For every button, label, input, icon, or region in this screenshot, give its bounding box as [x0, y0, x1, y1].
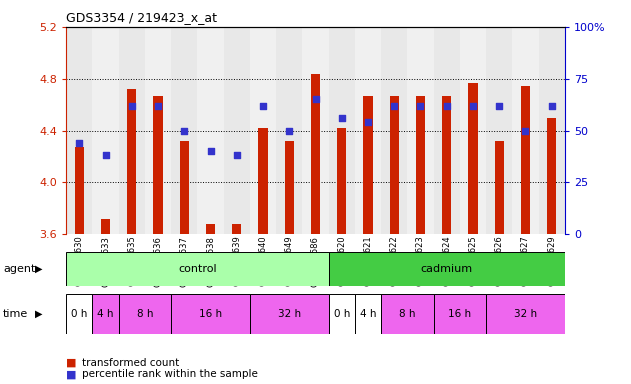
Point — [179, 127, 189, 134]
Point — [415, 103, 425, 109]
Point — [546, 103, 557, 109]
Text: percentile rank within the sample: percentile rank within the sample — [82, 369, 258, 379]
Bar — [93, 294, 119, 334]
Bar — [329, 252, 565, 286]
Point — [206, 148, 216, 154]
Bar — [460, 27, 486, 234]
Bar — [329, 294, 355, 334]
Point — [258, 103, 268, 109]
Bar — [66, 27, 93, 234]
Bar — [232, 224, 242, 234]
Bar — [538, 27, 565, 234]
Text: 4 h: 4 h — [360, 309, 376, 319]
Point — [284, 127, 294, 134]
Bar — [101, 218, 110, 234]
Text: ▶: ▶ — [35, 309, 43, 319]
Point — [468, 103, 478, 109]
Bar — [512, 27, 538, 234]
Bar — [250, 27, 276, 234]
Bar — [433, 294, 486, 334]
Bar — [198, 27, 223, 234]
Bar — [153, 96, 163, 234]
Bar — [285, 141, 294, 234]
Bar — [119, 27, 145, 234]
Bar — [547, 118, 556, 234]
Text: control: control — [178, 264, 217, 274]
Text: cadmium: cadmium — [421, 264, 473, 274]
Bar — [408, 27, 433, 234]
Bar — [259, 128, 268, 234]
Bar — [75, 147, 84, 234]
Bar — [486, 294, 565, 334]
Text: GDS3354 / 219423_x_at: GDS3354 / 219423_x_at — [66, 11, 217, 24]
Bar — [381, 27, 408, 234]
Text: ■: ■ — [66, 369, 77, 379]
Text: 16 h: 16 h — [448, 309, 471, 319]
Bar — [363, 96, 372, 234]
Text: 0 h: 0 h — [71, 309, 88, 319]
Text: 16 h: 16 h — [199, 309, 222, 319]
Text: 8 h: 8 h — [137, 309, 153, 319]
Bar — [486, 27, 512, 234]
Point — [100, 152, 110, 159]
Bar — [171, 294, 250, 334]
Bar — [66, 294, 93, 334]
Bar — [276, 27, 302, 234]
Text: 0 h: 0 h — [334, 309, 350, 319]
Bar — [171, 27, 198, 234]
Point — [442, 103, 452, 109]
Text: 8 h: 8 h — [399, 309, 416, 319]
Bar — [145, 27, 171, 234]
Bar — [433, 27, 460, 234]
Text: 4 h: 4 h — [97, 309, 114, 319]
Bar — [329, 27, 355, 234]
Bar — [468, 83, 478, 234]
Bar — [521, 86, 530, 234]
Point — [363, 119, 373, 125]
Bar — [223, 27, 250, 234]
Bar — [127, 89, 136, 234]
Text: time: time — [3, 309, 28, 319]
Point — [494, 103, 504, 109]
Bar — [442, 96, 451, 234]
Bar — [311, 73, 320, 234]
Bar — [389, 96, 399, 234]
Point — [310, 96, 321, 103]
Bar — [381, 294, 433, 334]
Bar — [119, 294, 171, 334]
Text: ▶: ▶ — [35, 264, 43, 274]
Point — [153, 103, 163, 109]
Bar — [416, 96, 425, 234]
Point — [74, 140, 85, 146]
Bar — [355, 294, 381, 334]
Text: agent: agent — [3, 264, 35, 274]
Text: 32 h: 32 h — [514, 309, 537, 319]
Point — [337, 115, 347, 121]
Point — [389, 103, 399, 109]
Text: ■: ■ — [66, 358, 77, 368]
Bar — [206, 224, 215, 234]
Point — [127, 103, 137, 109]
Bar — [495, 141, 504, 234]
Bar — [355, 27, 381, 234]
Bar — [93, 27, 119, 234]
Bar — [302, 27, 329, 234]
Bar — [180, 141, 189, 234]
Bar — [337, 128, 346, 234]
Point — [521, 127, 531, 134]
Bar — [250, 294, 329, 334]
Bar — [66, 252, 329, 286]
Point — [232, 152, 242, 159]
Text: transformed count: transformed count — [82, 358, 179, 368]
Text: 32 h: 32 h — [278, 309, 301, 319]
